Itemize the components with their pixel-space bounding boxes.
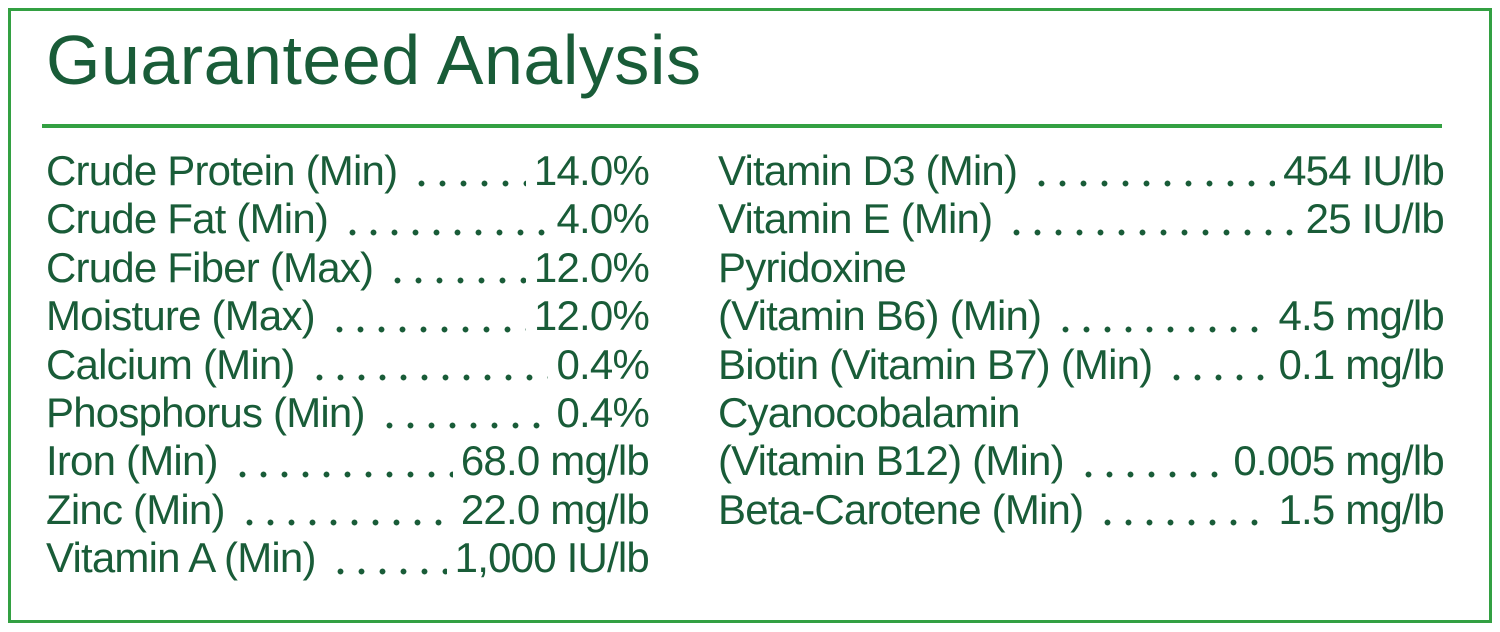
nutrient-value: 454 IU/lb bbox=[1283, 147, 1445, 194]
nutrient-value: 4.0% bbox=[556, 195, 649, 243]
analysis-row: Moisture (Max) 12.0% bbox=[46, 292, 650, 341]
nutrient-label: (Vitamin B12) (Min) bbox=[718, 437, 1065, 485]
analysis-row: Vitamin D3 (Min) 454 IU/lb bbox=[718, 147, 1445, 196]
nutrient-value: 1.5 mg/lb bbox=[1278, 485, 1444, 533]
nutrient-value: 4.5 mg/lb bbox=[1278, 292, 1444, 340]
dot-leader bbox=[325, 534, 447, 583]
dot-leader bbox=[1073, 437, 1226, 486]
title-divider-rule bbox=[42, 124, 1442, 128]
nutrient-label: Biotin (Vitamin B7) (Min) bbox=[718, 340, 1153, 388]
nutrient-label: Zinc (Min) bbox=[46, 485, 225, 533]
nutrient-value: 25 IU/lb bbox=[1305, 195, 1445, 243]
analysis-row: Pyridoxine bbox=[718, 244, 1444, 292]
dot-leader bbox=[374, 388, 549, 438]
analysis-row: Phosphorus (Min) 0.4% bbox=[46, 388, 650, 438]
dot-leader bbox=[383, 243, 526, 293]
nutrient-value: 68.0 mg/lb bbox=[460, 437, 650, 485]
nutrient-label: Pyridoxine bbox=[718, 243, 907, 291]
nutrient-value: 14.0% bbox=[533, 147, 650, 194]
nutrient-label: Vitamin E (Min) bbox=[718, 195, 993, 243]
analysis-row: Vitamin E (Min) 25 IU/lb bbox=[718, 195, 1445, 244]
page-title: Guaranteed Analysis bbox=[46, 21, 702, 99]
analysis-row: Iron (Min) 68.0 mg/lb bbox=[46, 437, 650, 486]
dot-leader bbox=[1027, 147, 1276, 196]
analysis-row: (Vitamin B6) (Min) 4.5 mg/lb bbox=[718, 292, 1445, 341]
analysis-row: Crude Fiber (Max) 12.0% bbox=[46, 243, 650, 293]
nutrient-label: Crude Protein (Min) bbox=[46, 147, 398, 194]
dot-leader bbox=[1051, 292, 1271, 341]
dot-leader bbox=[338, 195, 549, 244]
nutrient-label: Phosphorus (Min) bbox=[46, 388, 365, 436]
nutrient-label: Iron (Min) bbox=[46, 437, 219, 485]
dot-leader bbox=[1093, 485, 1271, 535]
analysis-row: Zinc (Min) 22.0 mg/lb bbox=[46, 485, 650, 535]
nutrient-value: 0.4% bbox=[556, 388, 649, 436]
nutrient-label: Vitamin D3 (Min) bbox=[718, 147, 1018, 194]
analysis-row: Biotin (Vitamin B7) (Min) 0.1 mg/lb bbox=[718, 340, 1445, 389]
nutrient-label: (Vitamin B6) (Min) bbox=[718, 292, 1042, 340]
nutrient-value: 12.0% bbox=[533, 243, 650, 291]
nutrient-value: 0.1 mg/lb bbox=[1278, 340, 1444, 388]
analysis-row: Cyanocobalamin bbox=[718, 389, 1444, 437]
analysis-row: Crude Fat (Min) 4.0% bbox=[46, 195, 650, 244]
nutrient-value: 0.005 mg/lb bbox=[1233, 437, 1444, 485]
analysis-row: (Vitamin B12) (Min) 0.005 mg/lb bbox=[718, 437, 1445, 486]
dot-leader bbox=[227, 437, 453, 486]
analysis-row: Vitamin A (Min) 1,000 IU/lb bbox=[46, 534, 650, 583]
dot-leader bbox=[324, 292, 526, 341]
nutrient-label: Crude Fiber (Max) bbox=[46, 243, 374, 291]
nutrient-label: Moisture (Max) bbox=[46, 292, 316, 340]
dot-leader bbox=[1162, 340, 1271, 389]
dot-leader bbox=[407, 147, 526, 196]
nutrient-value: 12.0% bbox=[533, 292, 650, 340]
analysis-row: Crude Protein (Min) 14.0% bbox=[46, 147, 650, 196]
nutrient-label: Crude Fat (Min) bbox=[46, 195, 329, 243]
nutrient-label: Calcium (Min) bbox=[46, 340, 295, 388]
nutrient-value: 0.4% bbox=[556, 340, 649, 388]
analysis-row: Calcium (Min) 0.4% bbox=[46, 340, 650, 389]
analysis-row: Beta-Carotene (Min) 1.5 mg/lb bbox=[718, 485, 1445, 535]
nutrient-value: 22.0 mg/lb bbox=[460, 485, 650, 533]
analysis-column-right: Vitamin D3 (Min) 454 IU/lb Vitamin E (Mi… bbox=[718, 147, 1445, 535]
nutrient-label: Beta-Carotene (Min) bbox=[718, 485, 1084, 533]
nutrient-value: 1,000 IU/lb bbox=[454, 534, 650, 582]
nutrient-label: Vitamin A (Min) bbox=[46, 534, 316, 582]
nutrient-label: Cyanocobalamin bbox=[718, 388, 1020, 436]
dot-leader bbox=[304, 340, 549, 389]
dot-leader bbox=[234, 485, 453, 535]
analysis-column-left: Crude Protein (Min) 14.0% Crude Fat (Min… bbox=[46, 147, 650, 583]
dot-leader bbox=[1002, 195, 1298, 244]
